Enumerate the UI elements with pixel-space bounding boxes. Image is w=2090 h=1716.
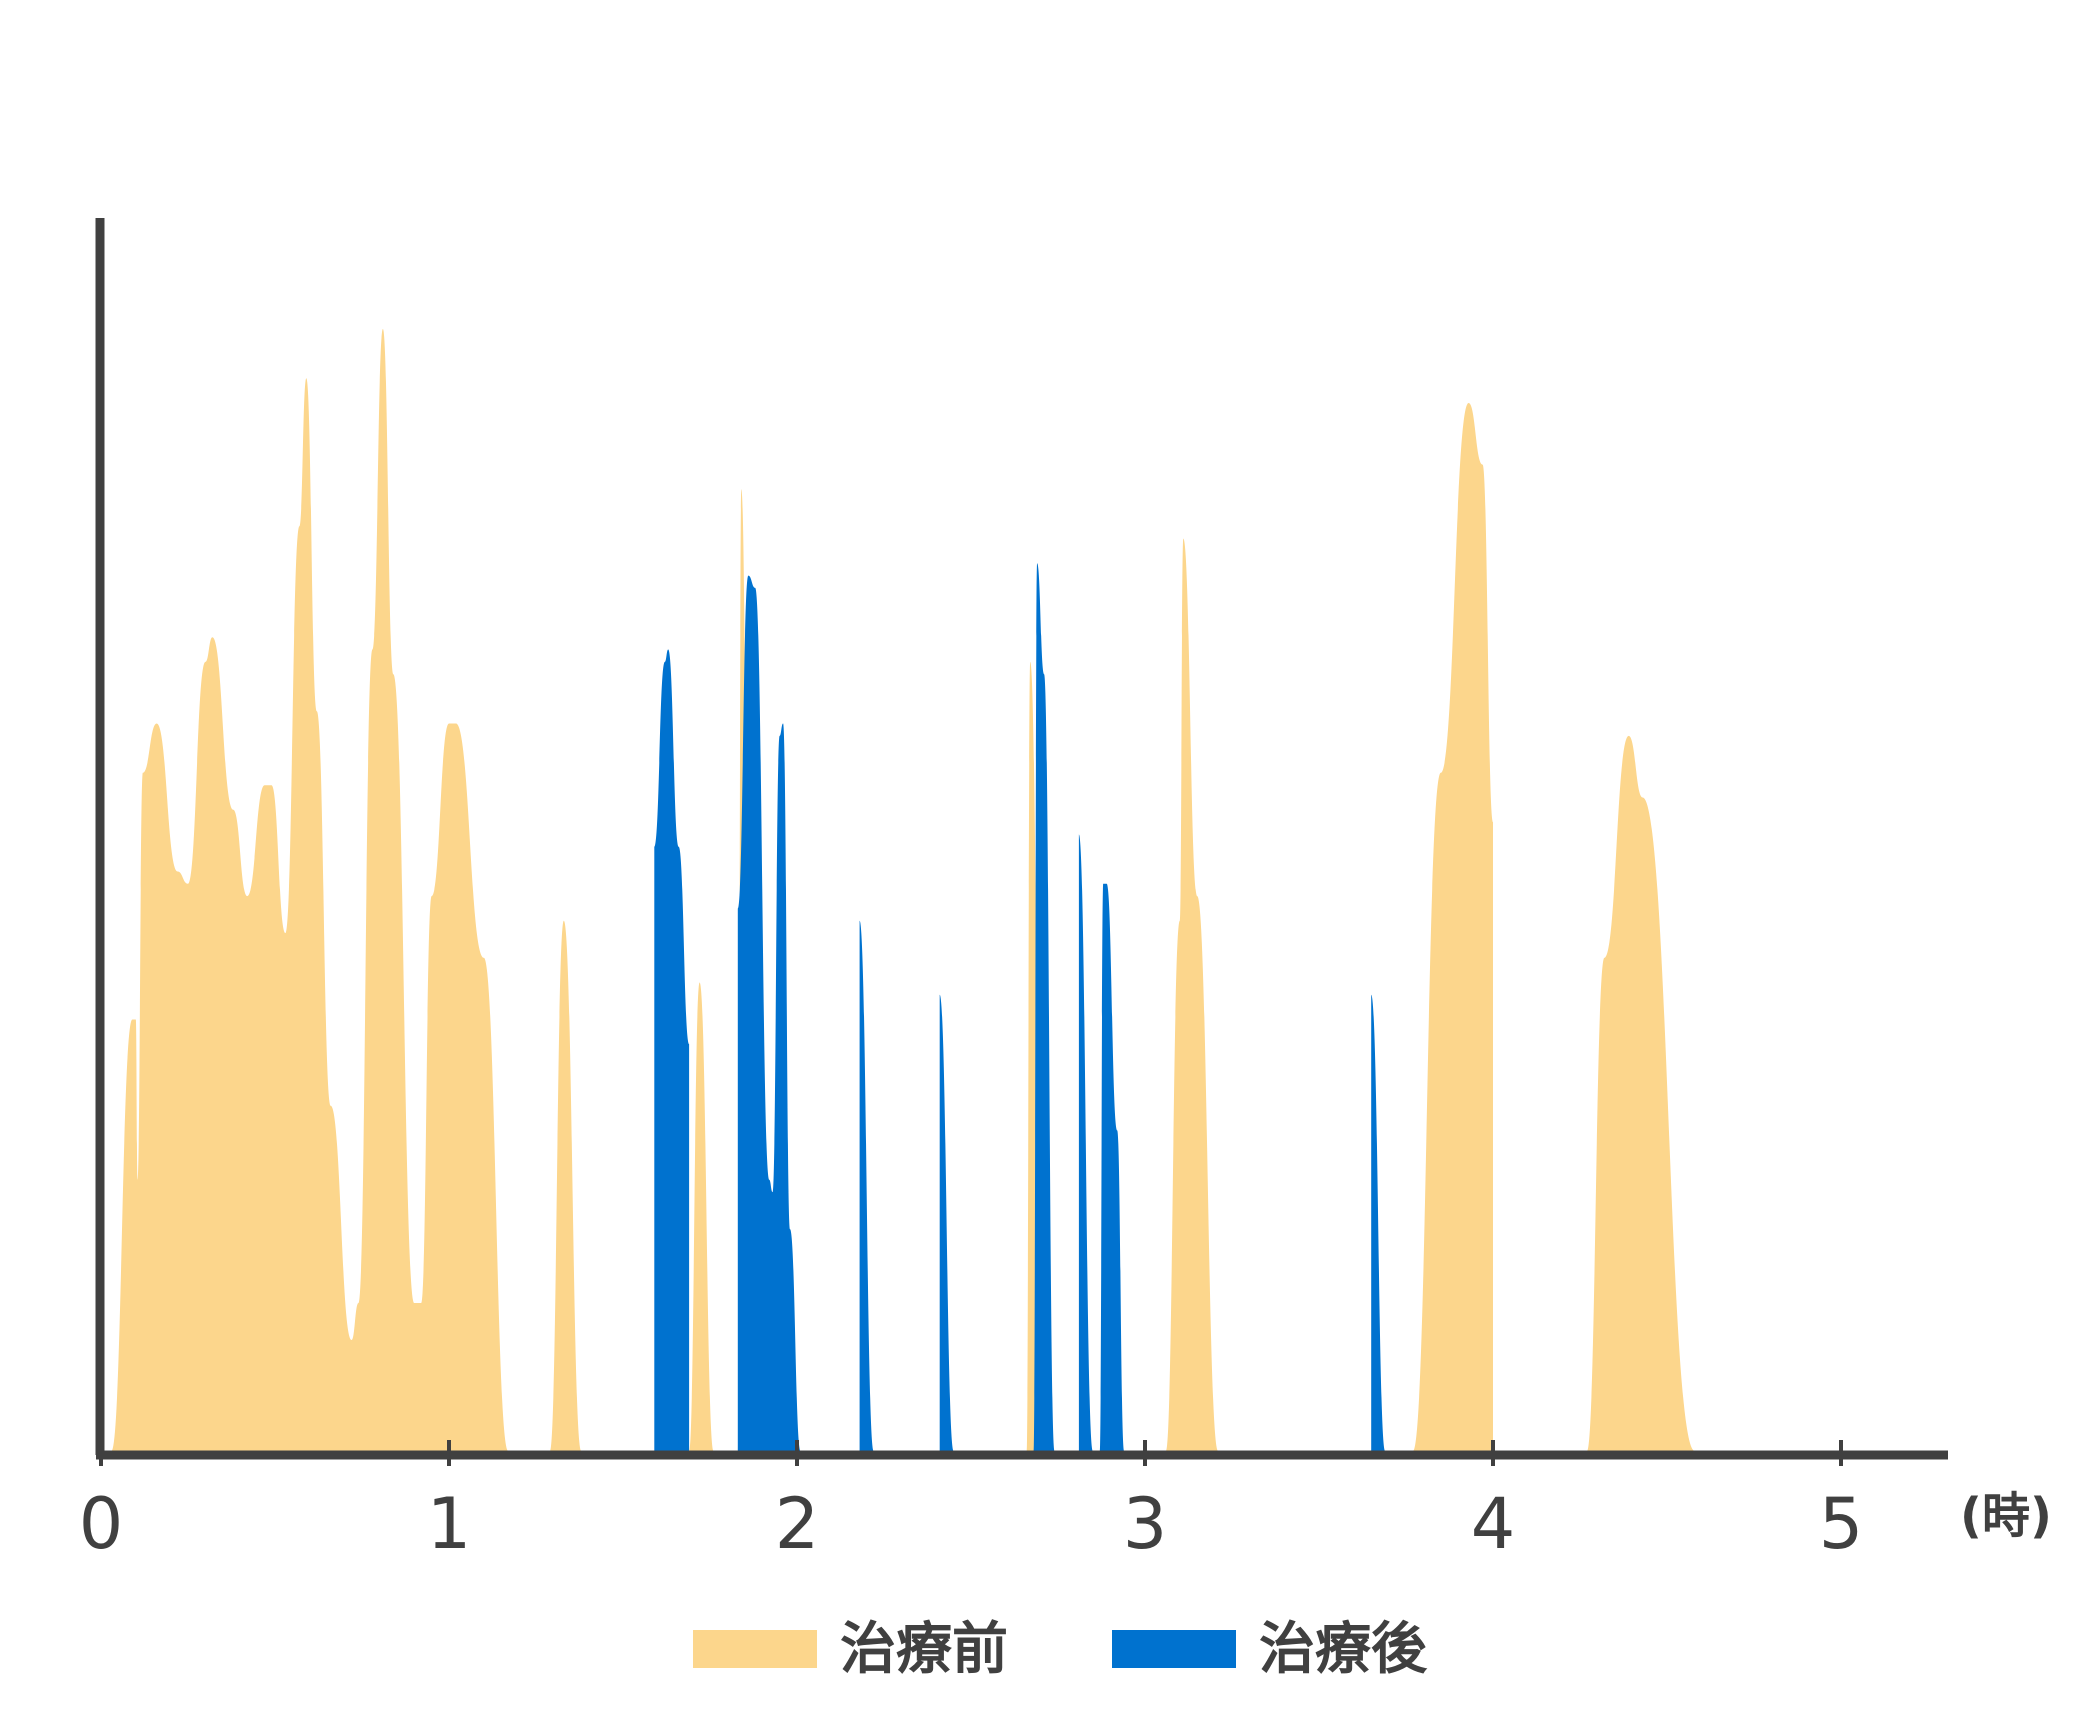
series-1-area-6 (1165, 538, 1219, 1451)
series-2-area-1 (654, 649, 690, 1451)
legend-swatch (1112, 1630, 1236, 1668)
x-unit-label: (時) (1960, 1488, 2052, 1544)
series-2-area-6 (1078, 834, 1093, 1451)
series-1-area-3 (689, 982, 714, 1451)
tick-layer: 0 1 2 3 4 5 (79, 1440, 1864, 1565)
legend: 治療前 治療後 (693, 1617, 1428, 1682)
series-2-area-7 (1099, 883, 1125, 1451)
series-1-area-1 (111, 329, 509, 1451)
legend-label: 治療前 (840, 1617, 1008, 1682)
x-tick-label: 5 (1819, 1483, 1864, 1565)
x-tick-label: 0 (79, 1483, 124, 1565)
x-tick-label: 4 (1471, 1483, 1516, 1565)
series-layer (111, 329, 1695, 1451)
series-1-area-7 (1413, 403, 1493, 1451)
series-2-area-3 (859, 920, 874, 1451)
legend-swatch (693, 1630, 817, 1668)
legend-label: 治療後 (1259, 1617, 1428, 1682)
x-tick-label: 3 (1123, 1483, 1168, 1565)
series-2-area-8 (1371, 994, 1386, 1451)
series-1-area-2 (549, 920, 582, 1451)
x-tick-label: 2 (775, 1483, 820, 1565)
series-2-area-5 (1033, 563, 1055, 1451)
series-2-area-4 (939, 994, 954, 1451)
series-1-area-8 (1587, 735, 1695, 1451)
series-2-area-2 (737, 575, 801, 1451)
x-tick-label: 1 (427, 1483, 472, 1565)
